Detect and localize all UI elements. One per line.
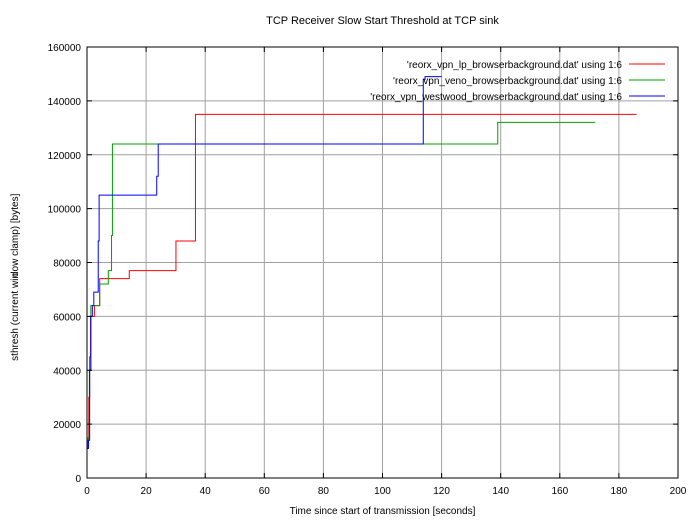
x-tick-label: 180	[611, 486, 628, 497]
y-tick-label: 100000	[48, 205, 82, 216]
y-tick-label: 160000	[48, 43, 82, 54]
x-tick-label: 120	[433, 486, 450, 497]
series-line-1	[87, 113, 637, 449]
x-tick-label: 40	[200, 486, 212, 497]
x-tick-label: 160	[551, 486, 568, 497]
y-tick-label: 80000	[53, 259, 81, 270]
y-tick-label: 140000	[48, 97, 82, 108]
x-tick-label: 100	[374, 486, 391, 497]
x-tick-label: 140	[492, 486, 509, 497]
legend-label: 'reorx_vpn_lp_browserbackground.dat' usi…	[407, 60, 623, 71]
x-tick-label: 60	[259, 486, 271, 497]
grid-layer	[87, 47, 678, 478]
legend-label: 'reorx_vpn_westwood_browserbackground.da…	[370, 92, 622, 103]
y-tick-label: 0	[75, 474, 81, 485]
legend-label: 'reorx_vpn_veno_browserbackground.dat' u…	[393, 76, 622, 87]
tick-layer: 0 20 40 60 80 100 120 140 160 180 200 0 20000 40000 60…	[48, 43, 687, 497]
y-tick-label: 60000	[53, 312, 81, 323]
x-tick-label: 200	[670, 486, 687, 497]
legend: 'reorx_vpn_lp_browserbackground.dat' usi…	[370, 60, 665, 103]
x-tick-label: 80	[318, 486, 330, 497]
chart-title: TCP Receiver Slow Start Threshold at TCP…	[266, 15, 499, 27]
y-axis-label: sthresh (current win dow clamp) [bytes]	[10, 193, 21, 360]
x-tick-label: 0	[84, 486, 90, 497]
y-tick-label: 120000	[48, 151, 82, 162]
x-tick-label: 20	[141, 486, 153, 497]
y-axis-label-part-1: sthresh (current win	[10, 273, 21, 361]
y-axis-label-part-2: dow clamp) [bytes]	[10, 193, 21, 277]
y-tick-label: 40000	[53, 366, 81, 377]
y-tick-label: 20000	[53, 420, 81, 431]
series-line-2	[87, 121, 596, 449]
x-axis-label: Time since start of transmission [second…	[290, 506, 476, 517]
